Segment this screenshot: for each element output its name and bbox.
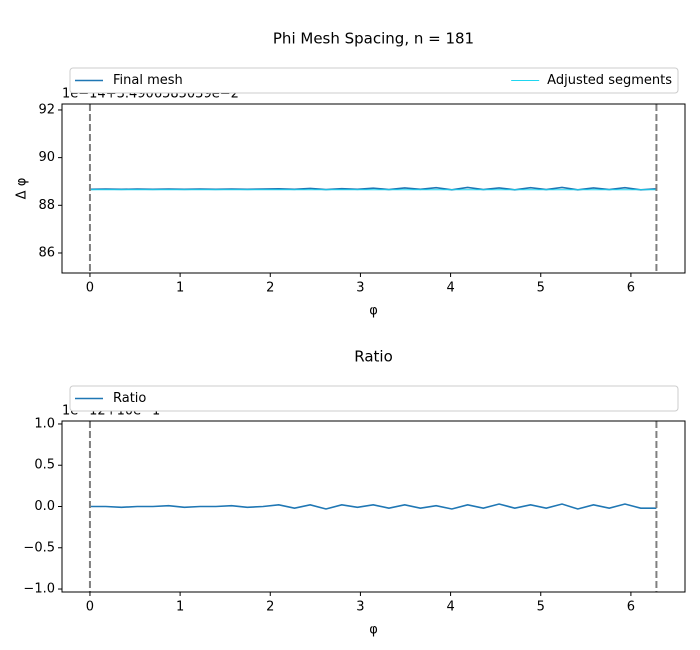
x-tick-label: 2 [266, 600, 274, 615]
chart-title: Phi Mesh Spacing, n = 181 [273, 30, 474, 48]
y-tick-label: 86 [38, 245, 55, 260]
x-axis-label: φ [369, 304, 378, 319]
legend-label: Final mesh [113, 73, 183, 88]
legend-entry: Ratio [75, 391, 146, 406]
y-tick-label: −1.0 [23, 582, 55, 597]
legend-box [69, 385, 679, 412]
y-tick-label: 92 [38, 102, 55, 117]
axes-frame [61, 103, 686, 274]
x-tick-label: 2 [266, 281, 274, 296]
data-line [89, 503, 657, 510]
y-axis-label: Δ φ [15, 178, 30, 200]
x-tick-label: 1 [176, 600, 184, 615]
y-tick-label: 90 [38, 150, 55, 165]
x-tick-label: 5 [537, 600, 545, 615]
x-tick-label: 4 [446, 281, 454, 296]
y-tick-label: 88 [38, 198, 55, 213]
chart-title: Ratio [354, 348, 393, 366]
y-tick-label: 1.0 [34, 416, 55, 431]
x-tick-label: 1 [176, 281, 184, 296]
legend-label: Ratio [113, 391, 146, 406]
legend-box [69, 67, 679, 94]
legend-label: Adjusted segments [547, 73, 672, 88]
x-tick-label: 6 [627, 281, 635, 296]
y-tick-label: 0.5 [34, 458, 55, 473]
legend-entry: Adjusted segments [511, 73, 672, 88]
x-tick-label: 4 [446, 600, 454, 615]
x-tick-label: 6 [627, 600, 635, 615]
x-tick-label: 5 [537, 281, 545, 296]
x-tick-label: 0 [86, 281, 94, 296]
x-tick-label: 3 [356, 600, 364, 615]
axes-frame [61, 420, 686, 593]
legend-entry: Final mesh [75, 73, 183, 88]
x-tick-label: 0 [86, 600, 94, 615]
y-tick-label: 0.0 [34, 499, 55, 514]
x-tick-label: 3 [356, 281, 364, 296]
x-axis-label: φ [369, 623, 378, 638]
y-tick-label: −0.5 [23, 540, 55, 555]
